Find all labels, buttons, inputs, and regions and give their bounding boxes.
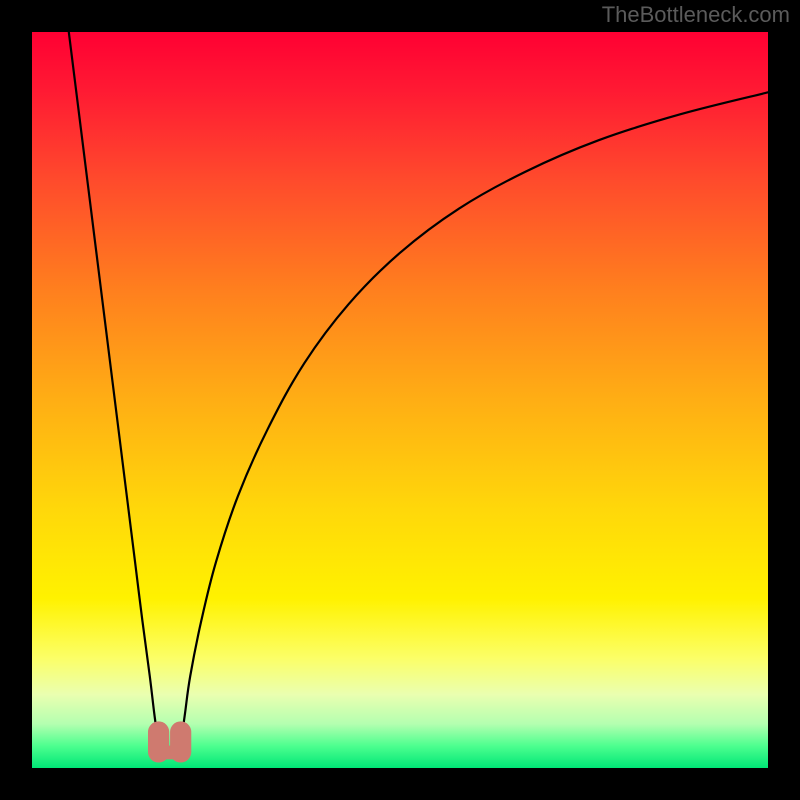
- chart-container: TheBottleneck.com: [0, 0, 800, 800]
- bottleneck-curve-chart: [0, 0, 800, 800]
- chart-background: [32, 32, 768, 768]
